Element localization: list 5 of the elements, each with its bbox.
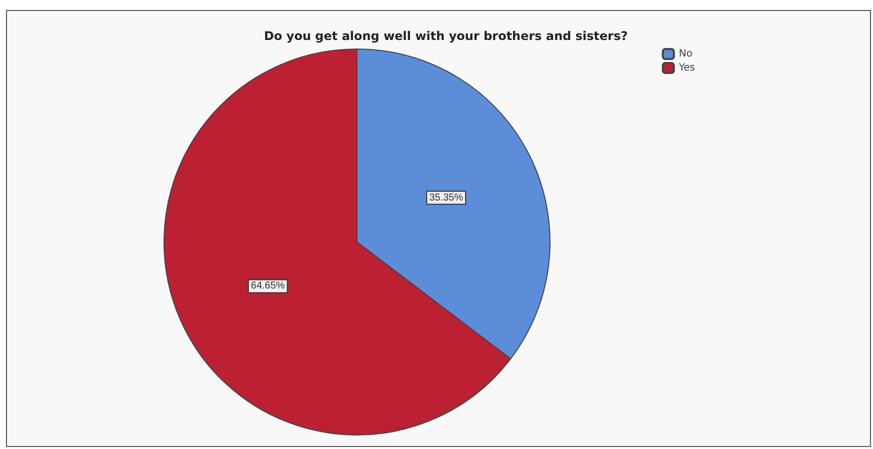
data-label: 64.65% [250, 280, 285, 292]
legend-label: No [678, 48, 692, 60]
legend-label: Yes [678, 62, 696, 74]
chart-title: Do you get along well with your brothers and sisters? [264, 29, 628, 43]
data-label: 35.35% [429, 192, 464, 204]
